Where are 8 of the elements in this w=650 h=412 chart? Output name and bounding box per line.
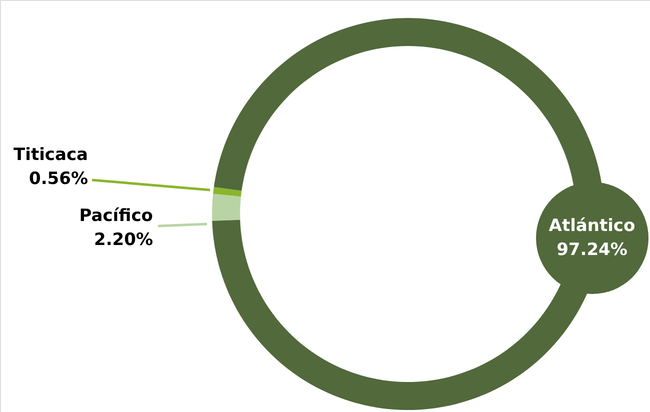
donut-slice — [212, 194, 241, 221]
data-label: 97.24% — [556, 240, 628, 260]
slice-label: Pacífico — [79, 206, 153, 226]
slice-label: Atlántico — [548, 216, 636, 236]
data-label: 0.56% — [29, 169, 88, 189]
slice-label: Titicaca — [14, 145, 88, 165]
data-label: 2.20% — [94, 230, 153, 250]
donut-slice — [213, 186, 242, 197]
